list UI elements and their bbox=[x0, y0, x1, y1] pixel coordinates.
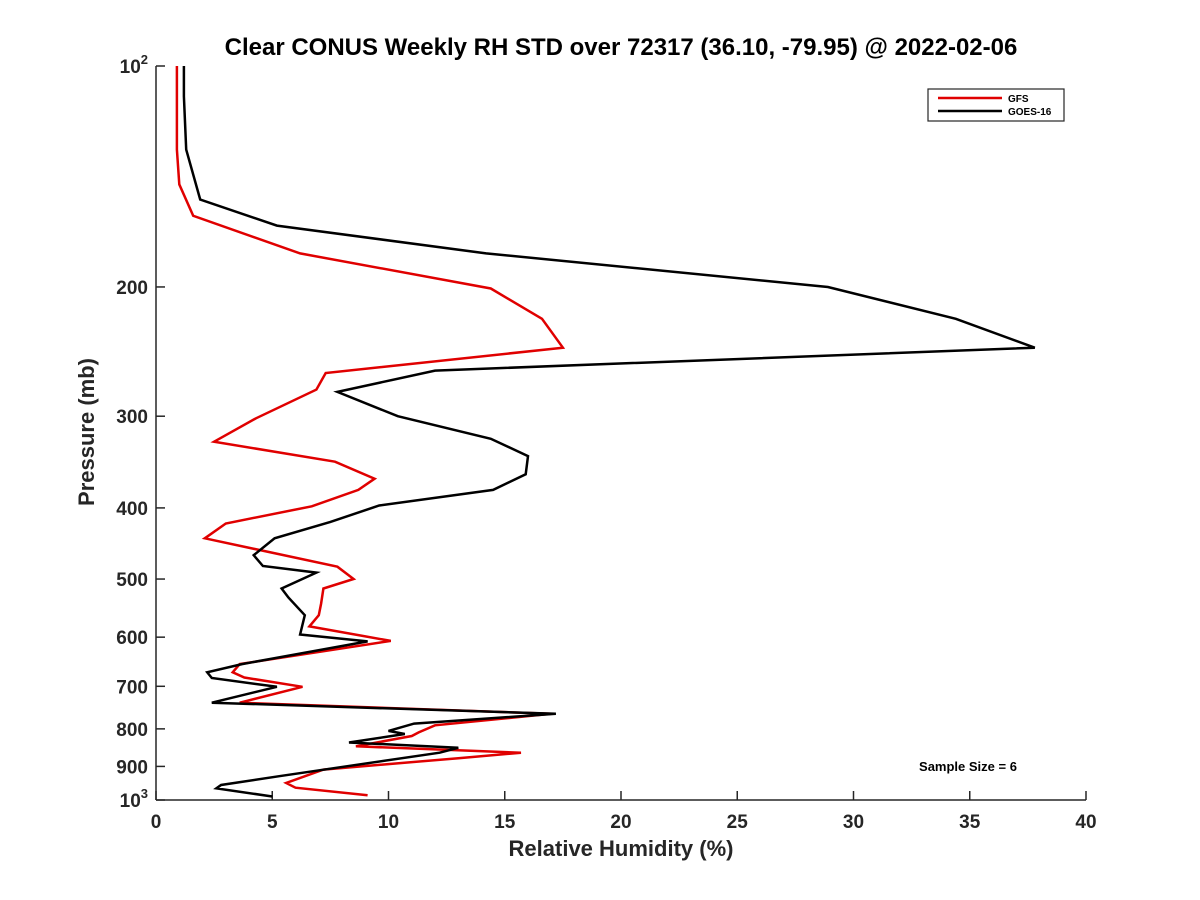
series-line-gfs bbox=[175, 66, 566, 797]
x-tick-label: 40 bbox=[1075, 812, 1096, 833]
y-tick-label: 200 bbox=[116, 278, 148, 299]
plot-area: 0 5 10 15 20 25 30 35 40 102 200 300 400 500 600 700 800… bbox=[116, 52, 1096, 833]
y-tick-label: 102 bbox=[120, 52, 148, 78]
legend-entry: GOES-16 bbox=[1008, 107, 1052, 118]
x-axis-label: Relative Humidity (%) bbox=[509, 836, 734, 861]
sample-size-annotation: Sample Size = 6 bbox=[919, 759, 1017, 774]
x-tick-label: 20 bbox=[610, 812, 631, 833]
y-tick-label: 500 bbox=[116, 570, 148, 591]
y-tick-label: 400 bbox=[116, 499, 148, 520]
legend-box bbox=[927, 88, 1065, 122]
chart-title: Clear CONUS Weekly RH STD over 72317 (36… bbox=[225, 34, 1018, 61]
y-tick-label: 700 bbox=[116, 677, 148, 698]
x-tick-label: 10 bbox=[378, 812, 399, 833]
legend-entry: GFS bbox=[1008, 94, 1029, 105]
x-tick-label: 25 bbox=[727, 812, 749, 833]
y-tick-label: 800 bbox=[116, 720, 148, 741]
y-tick-label: 600 bbox=[116, 628, 148, 649]
x-tick-label: 5 bbox=[267, 812, 278, 833]
y-tick-label: 300 bbox=[116, 407, 148, 428]
x-tick-label: 35 bbox=[959, 812, 981, 833]
y-tick-label: 900 bbox=[116, 757, 148, 778]
x-tick-label: 30 bbox=[843, 812, 864, 833]
y-axis-label: Pressure (mb) bbox=[74, 358, 99, 506]
x-tick-label: 15 bbox=[494, 812, 516, 833]
series-line-goes-16 bbox=[182, 66, 1036, 798]
x-tick-label: 0 bbox=[151, 812, 162, 833]
y-tick-label: 103 bbox=[120, 786, 148, 812]
